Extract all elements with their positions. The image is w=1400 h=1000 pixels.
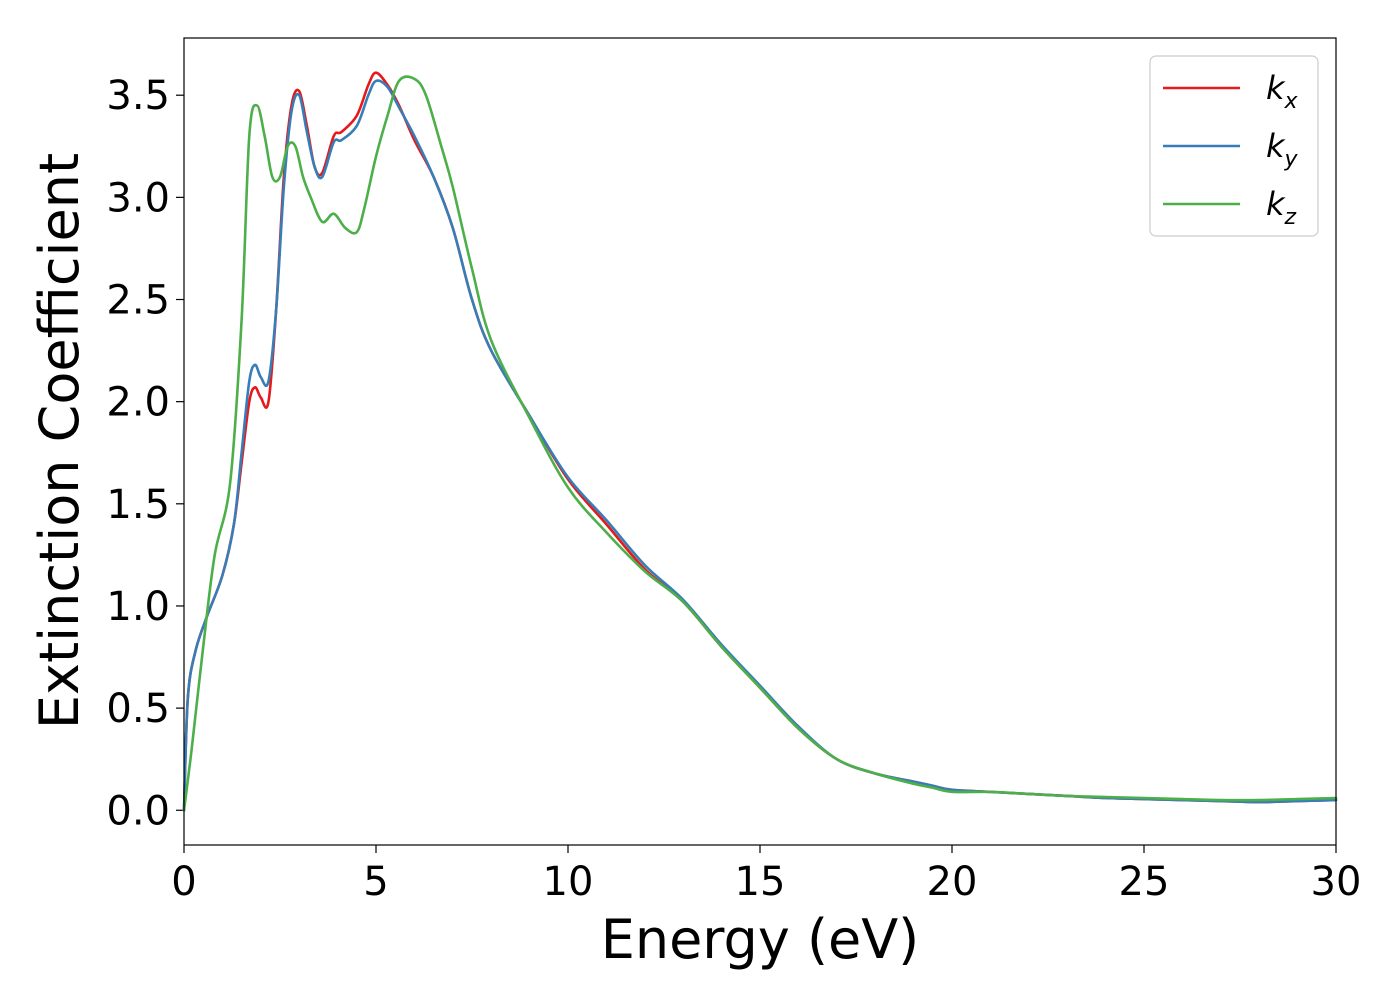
y-tick-label: 1.0 — [106, 584, 170, 630]
x-tick-label: 20 — [927, 859, 978, 905]
plot-frame — [183, 37, 1337, 846]
y-tick-label: 3.0 — [106, 175, 170, 221]
x-tick-label: 30 — [1311, 859, 1362, 905]
y-tick-label: 3.5 — [106, 73, 170, 119]
x-tick-label: 5 — [363, 859, 388, 905]
x-tick-label: 10 — [543, 859, 594, 905]
series-lines — [182, 71, 1338, 812]
series-line-z — [182, 75, 1338, 812]
y-tick-label: 0.0 — [106, 788, 170, 834]
legend-label-y: ky — [1266, 127, 1299, 172]
x-tick-label: 0 — [171, 859, 196, 905]
y-axis-ticks: 0.0 0.5 1.0 1.5 2.0 2.5 3.0 3.5 — [106, 73, 184, 834]
x-axis-ticks: 0 5 10 15 20 25 30 — [171, 845, 1361, 905]
y-tick-label: 2.5 — [106, 278, 170, 324]
plot-area — [184, 38, 1336, 845]
x-tick-label: 25 — [1119, 859, 1170, 905]
legend-label-z: kz — [1266, 185, 1297, 230]
x-tick-label: 15 — [735, 859, 786, 905]
y-tick-label: 2.0 — [106, 380, 170, 426]
legend: kx ky kz — [1149, 55, 1319, 237]
x-axis-title: Energy (eV) — [601, 908, 920, 971]
legend-label-x: kx — [1266, 69, 1299, 114]
y-tick-label: 1.5 — [106, 482, 170, 528]
y-axis-title: Extinction Coefficient — [28, 153, 91, 729]
y-tick-label: 0.5 — [106, 686, 170, 732]
